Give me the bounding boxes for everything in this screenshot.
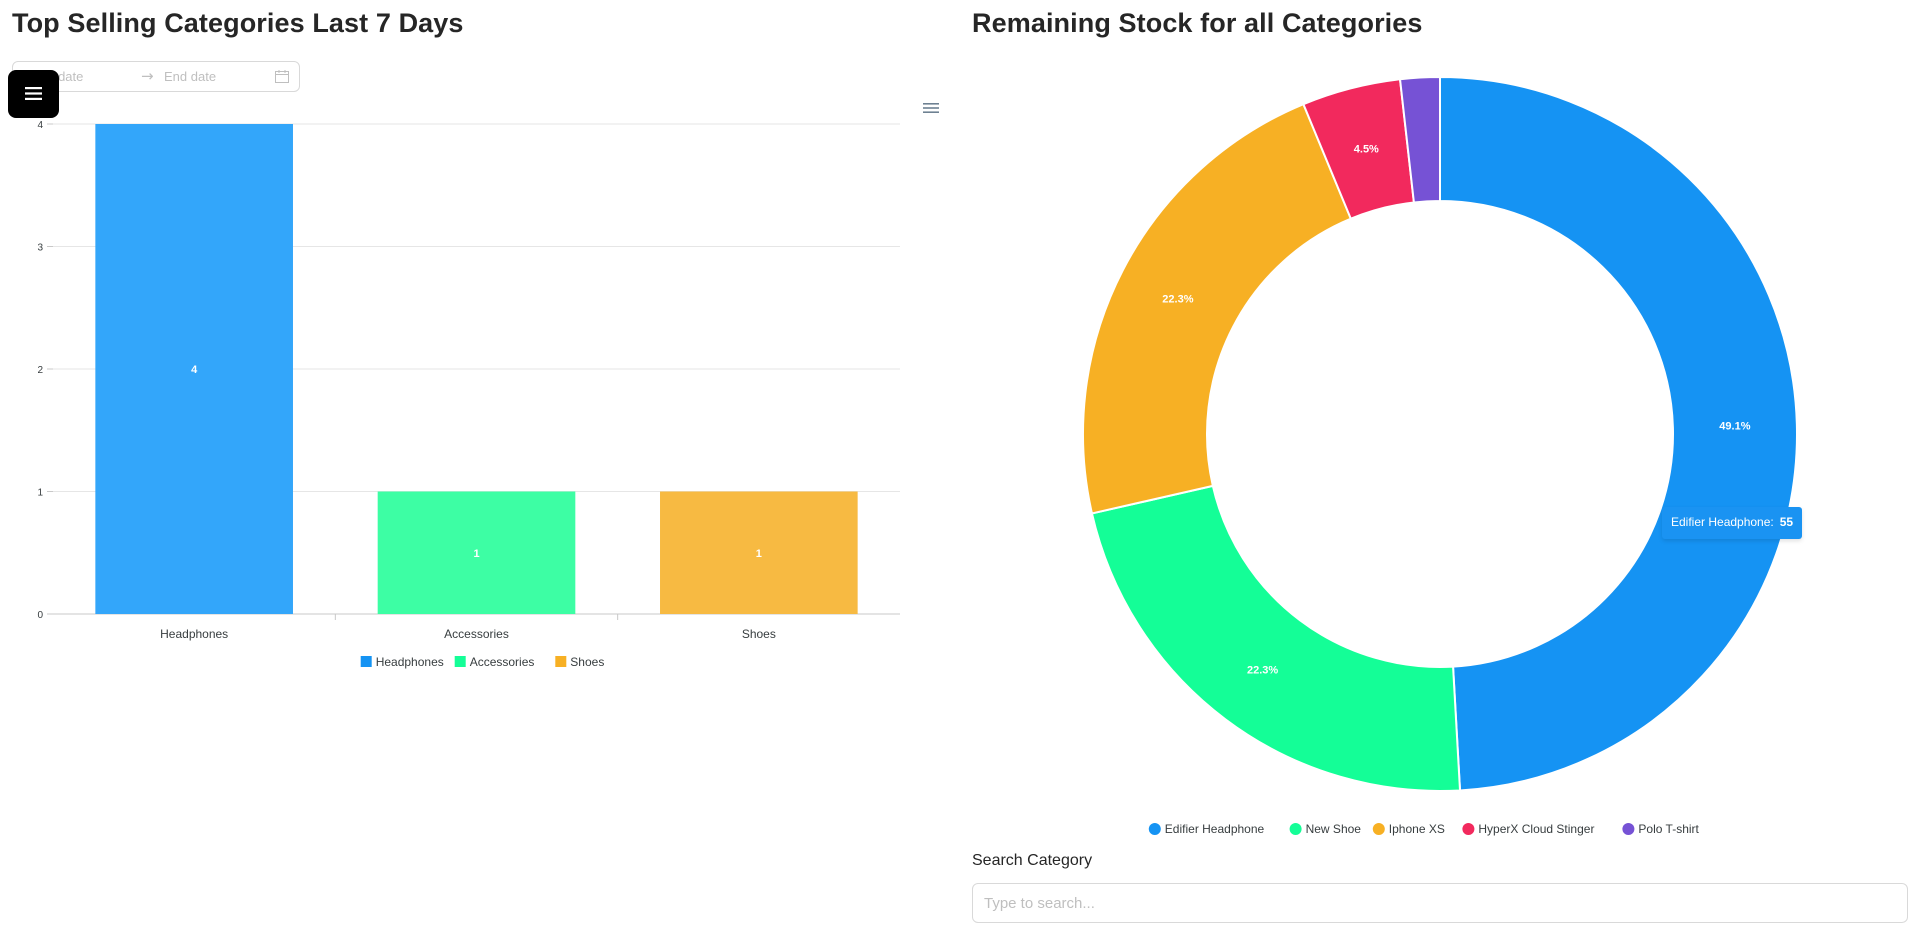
legend-marker — [555, 656, 567, 667]
hamburger-menu-button[interactable] — [8, 70, 59, 118]
slice-percent-label: 22.3% — [1162, 294, 1193, 306]
bar-chart: 0 1 2 3 4 4 Headphones 1 Accessories 1 Shoes Headph… — [37, 120, 900, 669]
x-category-label: Accessories — [444, 627, 509, 641]
legend-marker — [1622, 823, 1635, 835]
tooltip-label: Edifier Headphone: — [1671, 515, 1774, 529]
legend-label: New Shoe — [1306, 822, 1362, 836]
y-tick-label: 3 — [37, 243, 43, 254]
y-tick-label: 4 — [37, 120, 43, 131]
legend-label: Edifier Headphone — [1165, 822, 1265, 836]
slice-percent-label: 22.3% — [1247, 665, 1278, 677]
legend-marker — [1289, 823, 1302, 835]
end-date-input[interactable]: End date — [164, 69, 217, 84]
chart-menu-icon[interactable] — [922, 101, 940, 115]
legend-marker — [1148, 823, 1161, 835]
legend-label: Polo T-shirt — [1638, 822, 1699, 836]
tooltip-value: 55 — [1779, 515, 1794, 529]
legend-marker — [1462, 823, 1475, 835]
bar — [95, 124, 293, 614]
search-category-label: Search Category — [972, 852, 1093, 869]
donut-chart: 49.1% 22.3% 22.3% 4.5% Edifier Headphone New … — [1082, 75, 1798, 836]
left-panel-title: Top Selling Categories Last 7 Days — [12, 8, 464, 38]
x-category-label: Headphones — [160, 627, 228, 641]
x-category-label: Shoes — [742, 627, 776, 641]
legend-marker — [360, 656, 372, 667]
slice-percent-label: 4.5% — [1354, 143, 1379, 155]
legend-label: Iphone XS — [1389, 822, 1445, 836]
y-tick-label: 1 — [37, 488, 43, 499]
slice-percent-label: 49.1% — [1719, 421, 1750, 433]
calendar-icon — [275, 70, 289, 83]
legend-label: Accessories — [470, 655, 535, 669]
legend-label: HyperX Cloud Stinger — [1478, 822, 1594, 836]
y-tick-label: 2 — [37, 365, 43, 376]
search-category-input[interactable] — [972, 883, 1908, 923]
date-range-picker[interactable]: Start date → End date — [12, 61, 300, 92]
arrow-right-icon: → — [141, 67, 154, 85]
donut-slice — [1082, 102, 1353, 515]
bar-data-label: 4 — [191, 364, 198, 376]
bar-data-label: 1 — [473, 548, 479, 560]
legend-label: Shoes — [570, 655, 604, 669]
legend-label: Headphones — [376, 655, 444, 669]
legend-marker — [1372, 823, 1385, 835]
bar-data-label: 1 — [756, 548, 762, 560]
donut-slice — [1398, 75, 1441, 204]
bar — [377, 491, 576, 614]
donut-slice — [1090, 484, 1462, 792]
chart-tooltip: Edifier Headphone: 55 — [1662, 507, 1803, 539]
legend-marker — [454, 656, 466, 667]
bar — [660, 491, 858, 614]
hamburger-menu-icon — [25, 87, 42, 100]
right-panel-title: Remaining Stock for all Categories — [972, 8, 1423, 38]
donut-slice — [1439, 75, 1798, 792]
y-tick-label: 0 — [37, 610, 43, 621]
